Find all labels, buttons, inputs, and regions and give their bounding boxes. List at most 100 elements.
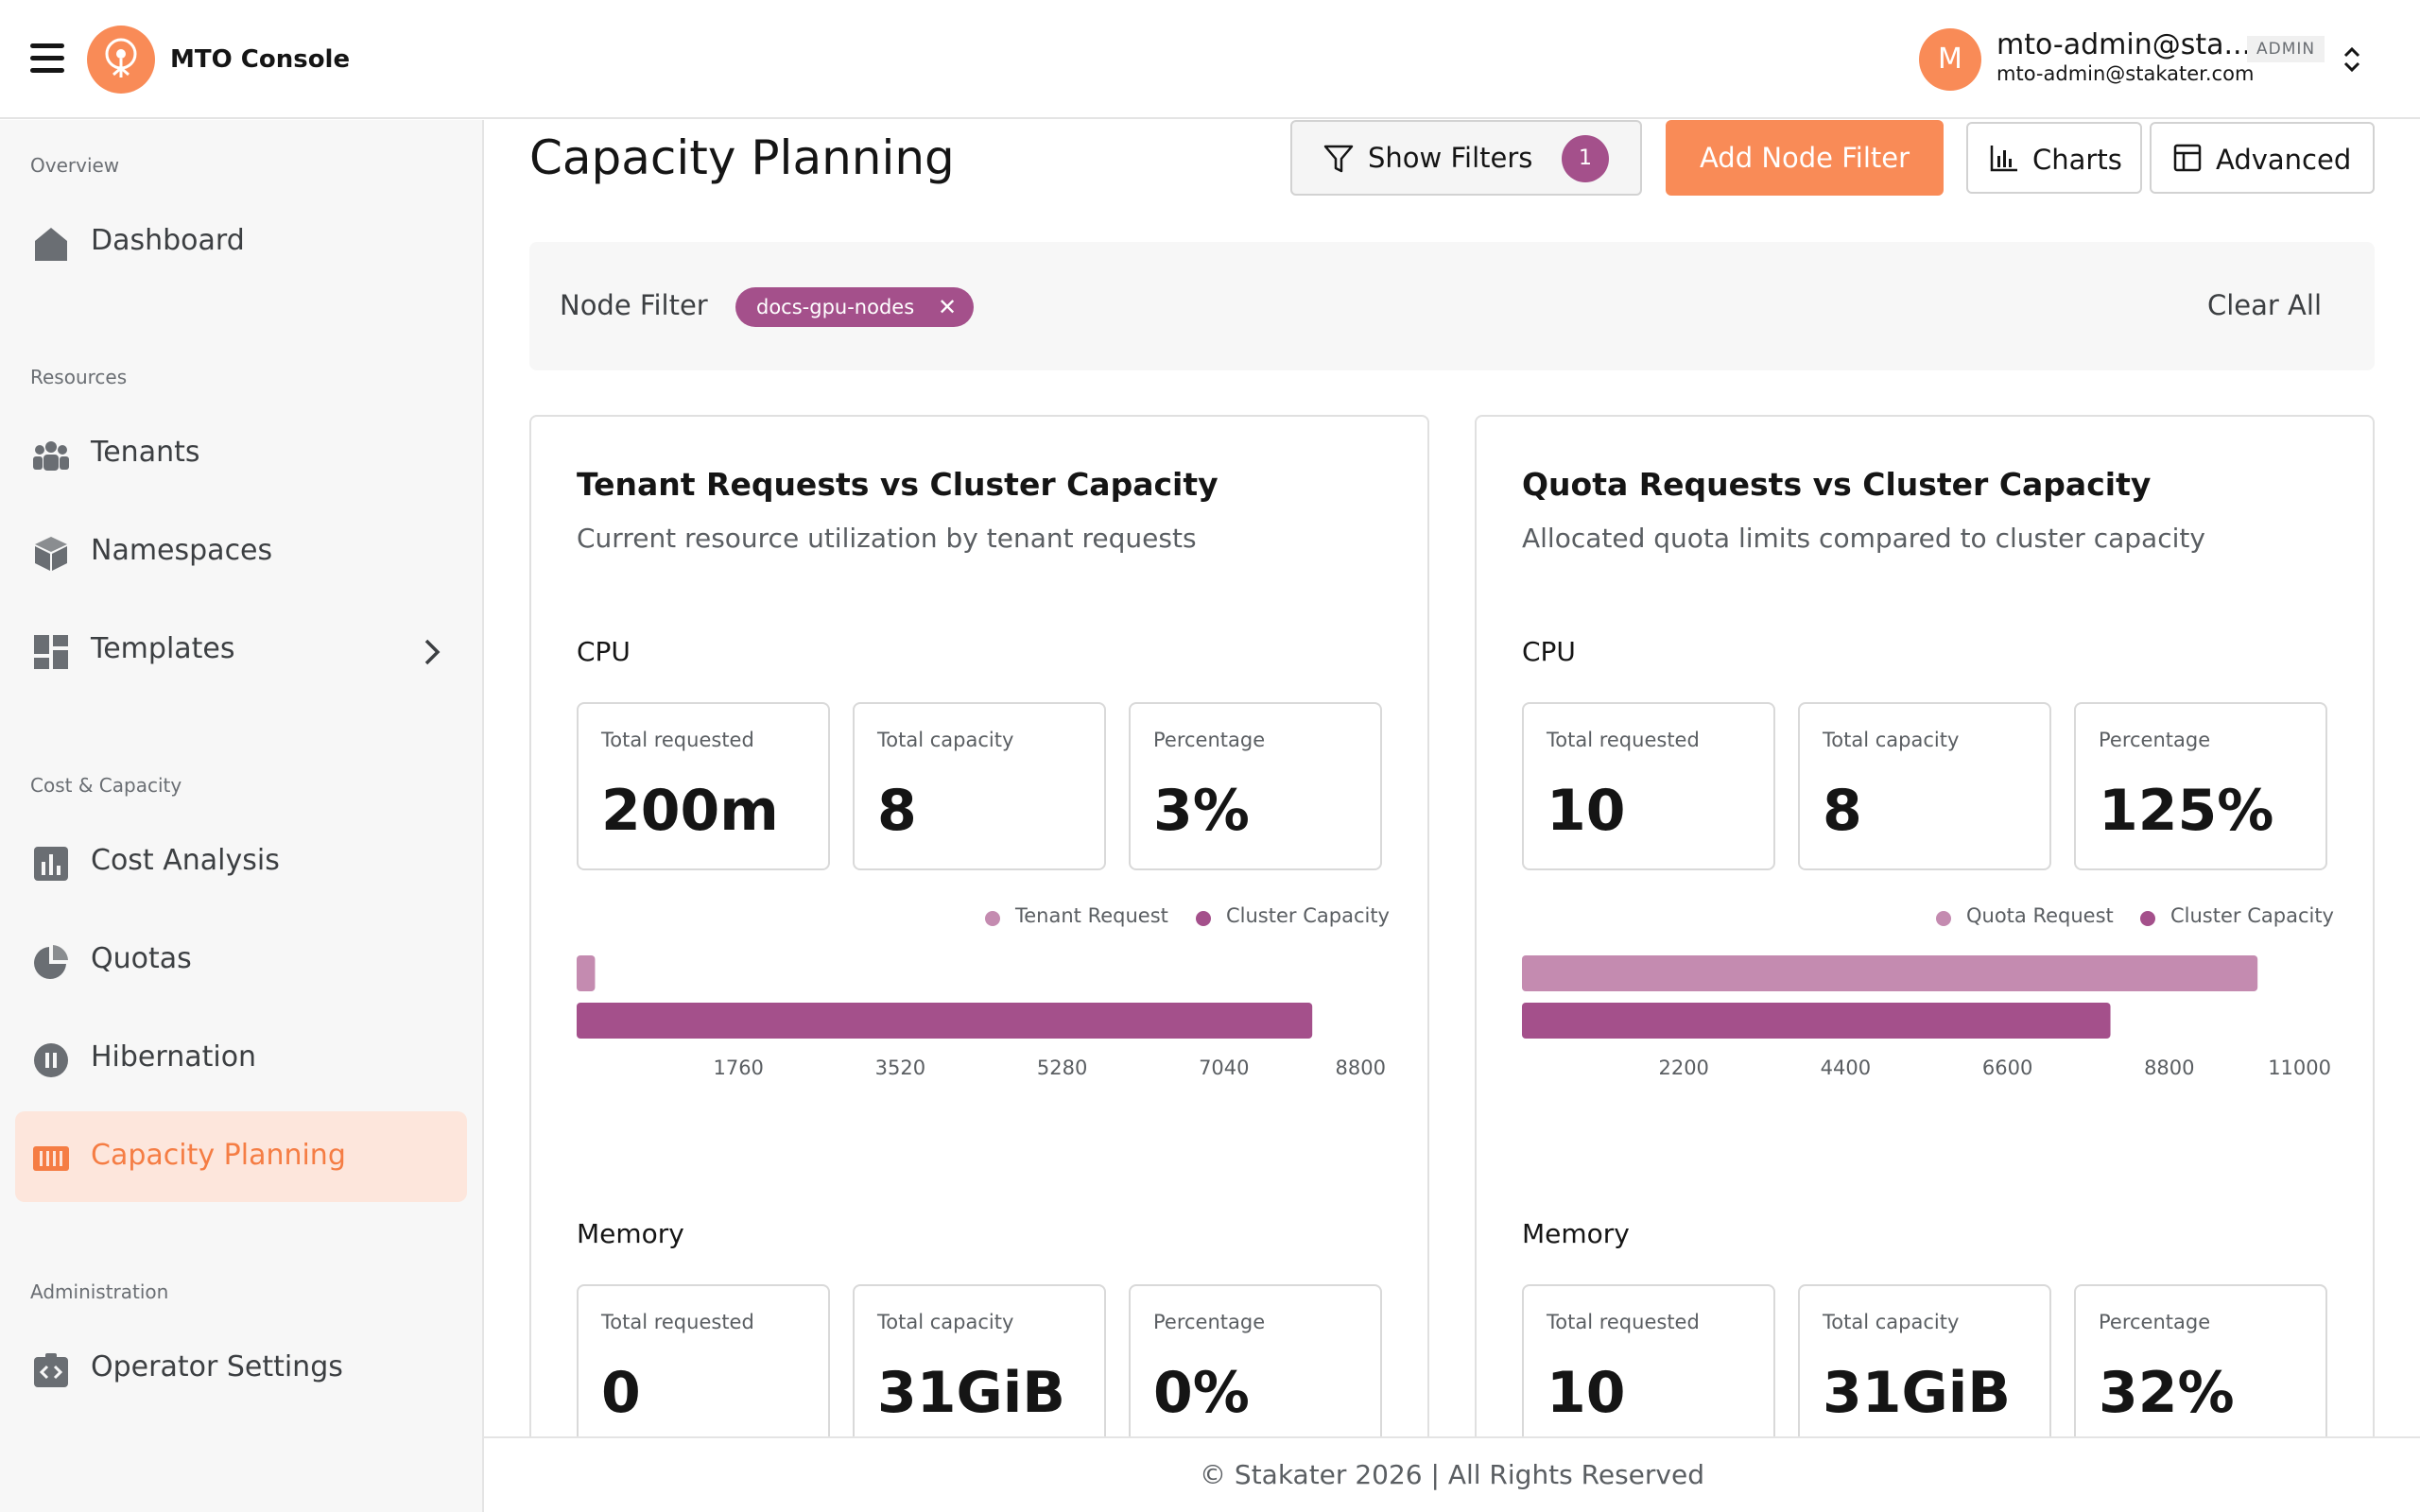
tenant-requests-card: Tenant Requests vs Cluster Capacity Curr…: [529, 415, 1429, 1512]
capacity-icon: [32, 1140, 70, 1177]
advanced-button[interactable]: Advanced: [2150, 122, 2375, 194]
clear-all-button[interactable]: Clear All: [2206, 289, 2322, 321]
legend-item: Quota Request: [1966, 904, 2114, 927]
sidebar-item-label: Hibernation: [91, 1040, 257, 1074]
bar-cluster-capacity[interactable]: [577, 1003, 1313, 1039]
stat-value: 8: [877, 778, 917, 844]
hamburger-menu-icon[interactable]: [30, 43, 64, 74]
show-filters-button[interactable]: Show Filters 1: [1290, 120, 1642, 196]
cpu-section-label: CPU: [577, 636, 631, 667]
bar-chart-icon: [32, 845, 70, 883]
top-bar: MTO Console M mto-admin@sta... ADMIN mto…: [0, 0, 2420, 119]
sidebar-item-dashboard[interactable]: Dashboard: [15, 197, 467, 287]
node-filter-bar: Node Filter docs-gpu-nodes ✕ Clear All: [529, 242, 2375, 370]
card-subtitle: Allocated quota limits compared to clust…: [1522, 523, 2205, 554]
sidebar-item-capacity-planning[interactable]: Capacity Planning: [15, 1111, 467, 1202]
legend-dot-request: [1936, 911, 1951, 926]
legend-dot-capacity: [1196, 911, 1211, 926]
stat-total-requested: Total requested 0: [577, 1284, 830, 1452]
x-tick-label: 2200: [1658, 1057, 1708, 1079]
stat-label: Percentage: [1153, 729, 1266, 751]
x-tick-label: 8800: [1336, 1057, 1386, 1079]
stat-value: 31GiB: [877, 1360, 1066, 1426]
user-avatar[interactable]: M: [1919, 28, 1981, 91]
stat-value: 32%: [2099, 1360, 2235, 1426]
stat-total-requested: Total requested 10: [1522, 1284, 1775, 1452]
sidebar-item-label: Quotas: [91, 942, 192, 975]
legend-dot-request: [985, 911, 1000, 926]
stat-percentage: Percentage 125%: [2074, 702, 2327, 870]
sidebar-item-cost-analysis[interactable]: Cost Analysis: [15, 816, 467, 907]
card-title: Quota Requests vs Cluster Capacity: [1522, 466, 2152, 503]
memory-section-label: Memory: [1522, 1218, 1630, 1249]
stat-label: Total capacity: [877, 1311, 1014, 1333]
sidebar-item-hibernation[interactable]: Hibernation: [15, 1013, 467, 1104]
charts-button[interactable]: Charts: [1966, 122, 2142, 194]
user-email: mto-admin@stakater.com: [1996, 62, 2255, 85]
tenant-cpu-bar-chart: 1760 3520 5280 7040 8800: [577, 955, 1386, 1079]
dashboard-grid-icon: [32, 633, 70, 671]
section-cost-capacity: Cost & Capacity: [30, 774, 182, 797]
add-node-filter-button[interactable]: Add Node Filter: [1666, 120, 1944, 196]
mto-logo-icon: [87, 26, 155, 94]
legend-item: Tenant Request: [1015, 904, 1168, 927]
stat-total-requested: Total requested 10: [1522, 702, 1775, 870]
stat-label: Percentage: [2099, 729, 2211, 751]
footer: © Stakater 2026 | All Rights Reserved: [484, 1436, 2420, 1512]
section-overview: Overview: [30, 154, 120, 177]
code-settings-icon: [32, 1351, 70, 1389]
sidebar-item-label: Operator Settings: [91, 1350, 343, 1383]
stat-total-capacity: Total capacity 31GiB: [1798, 1284, 2051, 1452]
stat-value: 0: [601, 1360, 641, 1426]
x-tick-label: 8800: [2144, 1057, 2194, 1079]
sidebar-item-label: Dashboard: [91, 224, 245, 257]
stat-value: 125%: [2099, 778, 2274, 844]
sidebar-item-operator-settings[interactable]: Operator Settings: [15, 1323, 467, 1414]
x-tick-label: 3520: [875, 1057, 925, 1079]
card-subtitle: Current resource utilization by tenant r…: [577, 523, 1197, 554]
sidebar-item-templates[interactable]: Templates: [15, 605, 467, 696]
stat-label: Percentage: [2099, 1311, 2211, 1333]
user-name[interactable]: mto-admin@sta...: [1996, 28, 2252, 61]
user-menu-toggle-icon[interactable]: [2341, 43, 2363, 76]
table-icon: [2172, 143, 2203, 180]
stat-label: Percentage: [1153, 1311, 1266, 1333]
advanced-label: Advanced: [2216, 144, 2352, 176]
sidebar-item-label: Tenants: [91, 436, 200, 469]
node-filter-chip: docs-gpu-nodes ✕: [735, 287, 974, 327]
sidebar-item-namespaces[interactable]: Namespaces: [15, 507, 467, 597]
home-icon: [32, 225, 70, 263]
sidebar-item-quotas[interactable]: Quotas: [15, 915, 467, 1005]
chart-legend: Tenant Request Cluster Capacity: [985, 902, 1392, 931]
legend-dot-capacity: [2140, 911, 2155, 926]
stat-label: Total requested: [601, 1311, 754, 1333]
stat-value: 31GiB: [1823, 1360, 2012, 1426]
chart-bars-icon: [1989, 143, 2019, 180]
x-tick-label: 4400: [1821, 1057, 1871, 1079]
stat-label: Total capacity: [1823, 729, 1960, 751]
stat-total-capacity: Total capacity 8: [853, 702, 1106, 870]
bar-tenant-request[interactable]: [577, 955, 596, 991]
footer-copyright: © Stakater 2026 | All Rights Reserved: [1200, 1459, 1704, 1490]
stat-value: 200m: [601, 778, 779, 844]
card-title: Tenant Requests vs Cluster Capacity: [577, 466, 1219, 503]
x-tick-label: 7040: [1199, 1057, 1249, 1079]
x-tick-label: 11000: [2268, 1057, 2331, 1079]
section-administration: Administration: [30, 1280, 169, 1303]
stat-total-requested: Total requested 200m: [577, 702, 830, 870]
sidebar: Overview Dashboard Resources Tenants Nam…: [0, 120, 484, 1512]
stat-percentage: Percentage 0%: [1129, 1284, 1382, 1452]
sidebar-item-label: Cost Analysis: [91, 844, 280, 877]
bar-cluster-capacity[interactable]: [1522, 1003, 2111, 1039]
legend-item: Cluster Capacity: [1226, 904, 1390, 927]
chip-label: docs-gpu-nodes: [756, 296, 915, 318]
sidebar-item-label: Capacity Planning: [91, 1139, 346, 1172]
stat-label: Total requested: [1547, 729, 1700, 751]
bar-quota-request[interactable]: [1522, 955, 2258, 991]
sidebar-item-tenants[interactable]: Tenants: [15, 408, 467, 499]
chevron-right-icon[interactable]: [422, 635, 442, 669]
stat-value: 10: [1547, 778, 1626, 844]
stat-value: 8: [1823, 778, 1862, 844]
stat-label: Total capacity: [1823, 1311, 1960, 1333]
close-icon[interactable]: ✕: [937, 294, 958, 320]
